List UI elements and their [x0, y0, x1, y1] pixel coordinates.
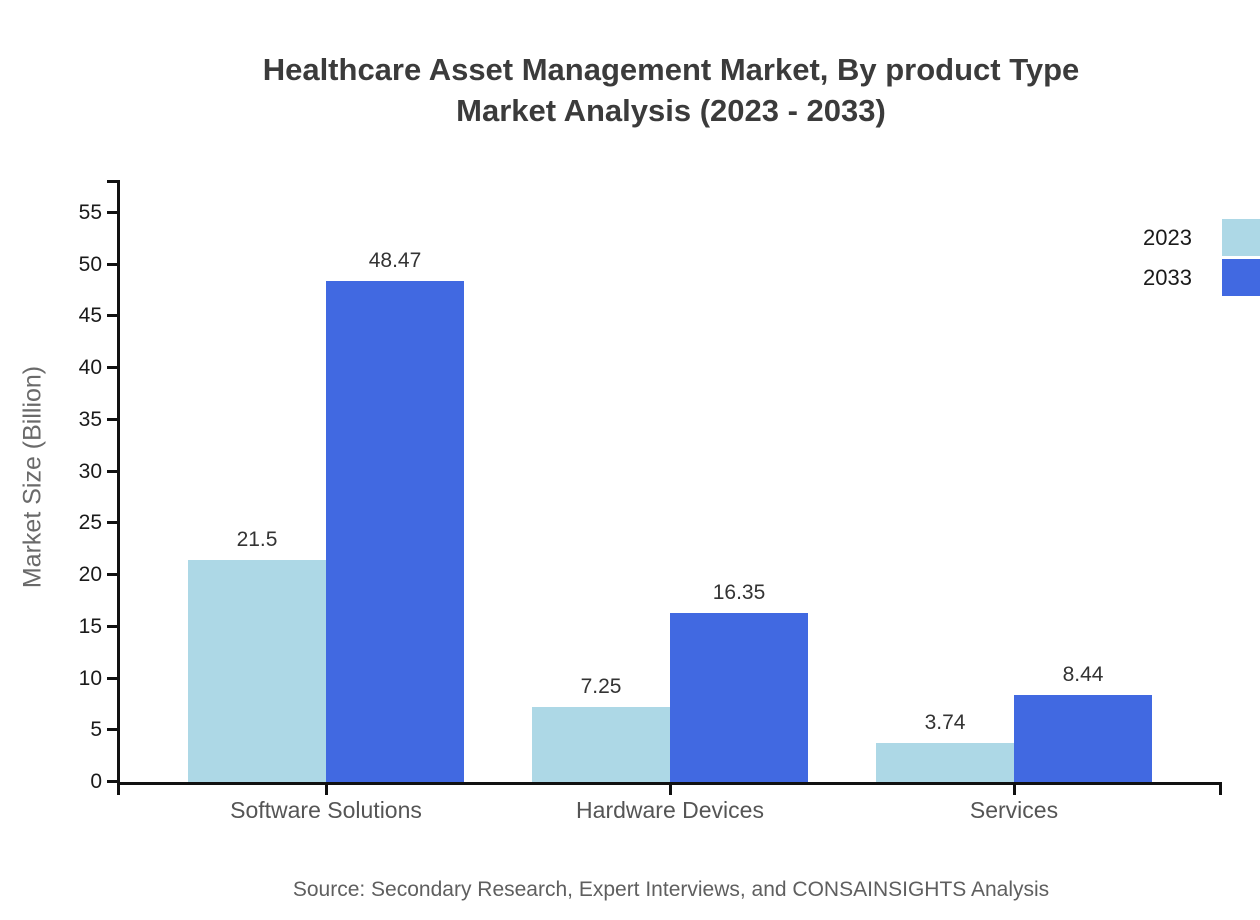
legend: 2023 2033 [1143, 219, 1260, 296]
y-tick-label: 20 [78, 563, 102, 586]
legend-swatch-2023 [1222, 219, 1260, 256]
value-label: 8.44 [1062, 663, 1104, 686]
y-tick [107, 677, 117, 680]
y-tick-label: 0 [90, 770, 102, 793]
y-tick-label: 40 [78, 356, 102, 379]
chart-title-line1: Healthcare Asset Management Market, By p… [262, 52, 1080, 87]
category-label: Software Solutions [230, 797, 422, 823]
chart-title-line2: Market Analysis (2023 - 2033) [456, 93, 886, 128]
y-tick-label: 5 [90, 718, 102, 741]
legend-item-2023: 2023 [1143, 219, 1260, 256]
y-tick-label: 15 [78, 615, 102, 638]
legend-label: 2023 [1143, 224, 1192, 250]
x-tick [325, 785, 328, 795]
y-tick [107, 263, 117, 266]
y-tick-label: 45 [78, 304, 102, 327]
y-tick-label: 55 [78, 201, 102, 224]
y-tick [107, 780, 117, 783]
y-tick [107, 521, 117, 524]
bar-2033-1 [670, 613, 808, 782]
source-attribution: Source: Secondary Research, Expert Inter… [292, 878, 1050, 901]
legend-item-2033: 2033 [1143, 259, 1260, 296]
category-label: Hardware Devices [576, 797, 764, 823]
y-tick-label: 35 [78, 408, 102, 431]
y-tick-label: 10 [78, 667, 102, 690]
y-axis-end-tick [107, 180, 117, 183]
y-axis-line [117, 180, 120, 795]
y-tick-label: 30 [78, 460, 102, 483]
x-tick [1013, 785, 1016, 795]
plot-area: 0 5 10 15 20 25 30 35 40 45 50 55 21.5 48.47 Software … [79, 180, 1222, 823]
bar-2033-0 [326, 281, 464, 782]
x-axis-line [117, 782, 1222, 785]
y-tick [107, 211, 117, 214]
chart-title: Healthcare Asset Management Market, By p… [120, 49, 1222, 131]
bar-2033-2 [1014, 695, 1152, 782]
y-tick [107, 418, 117, 421]
y-axis-title: Market Size (Billion) [18, 365, 47, 589]
bar-2023-1 [532, 707, 670, 782]
bar-2023-2 [876, 743, 1014, 782]
y-tick-label: 50 [78, 253, 102, 276]
x-axis-end-tick [1219, 782, 1222, 795]
y-tick [107, 625, 117, 628]
legend-swatch-2033 [1222, 259, 1260, 296]
y-tick-label: 25 [78, 511, 102, 534]
value-label: 3.74 [924, 711, 966, 734]
bar-2023-0 [188, 560, 326, 782]
value-label: 48.47 [368, 249, 422, 272]
y-tick [107, 366, 117, 369]
y-tick [107, 573, 117, 576]
legend-label: 2033 [1143, 264, 1192, 290]
y-tick [107, 314, 117, 317]
value-label: 16.35 [712, 581, 766, 604]
y-tick [107, 728, 117, 731]
y-tick [107, 470, 117, 473]
x-tick [669, 785, 672, 795]
value-label: 7.25 [580, 675, 622, 698]
value-label: 21.5 [236, 528, 278, 551]
category-label: Services [969, 797, 1059, 823]
